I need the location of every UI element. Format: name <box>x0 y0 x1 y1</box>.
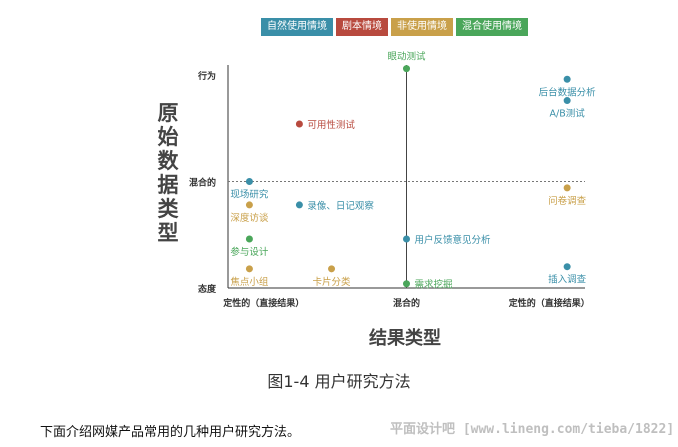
point-11 <box>328 265 336 273</box>
y-tick-label-2: 态度 <box>198 283 217 295</box>
point-label-13: 需求挖掘 <box>415 279 453 291</box>
point-label-3: 可用性测试 <box>307 119 355 131</box>
point-10 <box>245 265 253 273</box>
y-axis-title-char-4: 类 <box>158 197 180 221</box>
body-text: 下面介绍网媒产品常用的几种用户研究方法。 <box>40 425 301 440</box>
legend-item-1: 剧本情境 <box>336 18 388 36</box>
point-13 <box>403 280 410 288</box>
point-12 <box>563 263 571 271</box>
point-1 <box>563 75 571 83</box>
y-axis-title-char-3: 据 <box>158 173 179 197</box>
legend-item-3: 混合使用情境 <box>456 18 528 36</box>
y-tick-label-1: 混合的 <box>189 177 216 189</box>
point-label-1: 后台数据分析 <box>539 86 597 98</box>
point-label-11: 卡片分类 <box>313 276 352 288</box>
point-label-9: 用户反馈意见分析 <box>415 234 492 246</box>
x-axis-title: 结果类型 <box>369 327 441 349</box>
point-label-7: 录像、日记观察 <box>307 200 374 212</box>
point-5 <box>563 184 571 192</box>
legend-item-0: 自然使用情境 <box>261 18 333 36</box>
point-label-2: A/B测试 <box>550 108 586 120</box>
point-label-12: 插入调查 <box>548 274 587 286</box>
x-tick-label-0: 定性的（直接结果） <box>222 297 304 309</box>
point-label-5: 问卷调查 <box>548 195 587 207</box>
point-8 <box>245 235 253 243</box>
y-tick-label-0: 行为 <box>197 70 216 82</box>
point-label-6: 深度访谈 <box>230 212 269 224</box>
point-2 <box>563 97 571 105</box>
y-axis-title-char-2: 数 <box>158 149 180 173</box>
y-axis-title-char-0: 原 <box>158 101 179 125</box>
point-7 <box>295 201 303 209</box>
point-label-4: 现场研究 <box>230 189 269 201</box>
x-tick-label-2: 定性的（直接结果） <box>508 297 590 309</box>
figure-caption: 图1-4 用户研究方法 <box>267 372 411 391</box>
point-9 <box>403 235 410 243</box>
point-label-8: 参与设计 <box>230 246 269 258</box>
x-tick-label-1: 混合的 <box>393 297 420 309</box>
point-label-0: 眼动测试 <box>387 51 426 63</box>
point-6 <box>245 201 253 209</box>
watermark: 平面设计吧 [www.lineng.com/tieba/1822] <box>390 422 675 437</box>
legend-item-2: 非使用情境 <box>391 18 453 36</box>
y-axis-title-char-5: 型 <box>158 221 179 245</box>
y-axis-title-char-1: 始 <box>158 125 179 149</box>
legend: 自然使用情境 剧本情境 非使用情境 混合使用情境 <box>261 18 528 36</box>
point-0 <box>403 65 410 73</box>
point-4 <box>245 178 253 185</box>
point-label-10: 焦点小组 <box>230 276 269 288</box>
point-3 <box>295 120 303 128</box>
